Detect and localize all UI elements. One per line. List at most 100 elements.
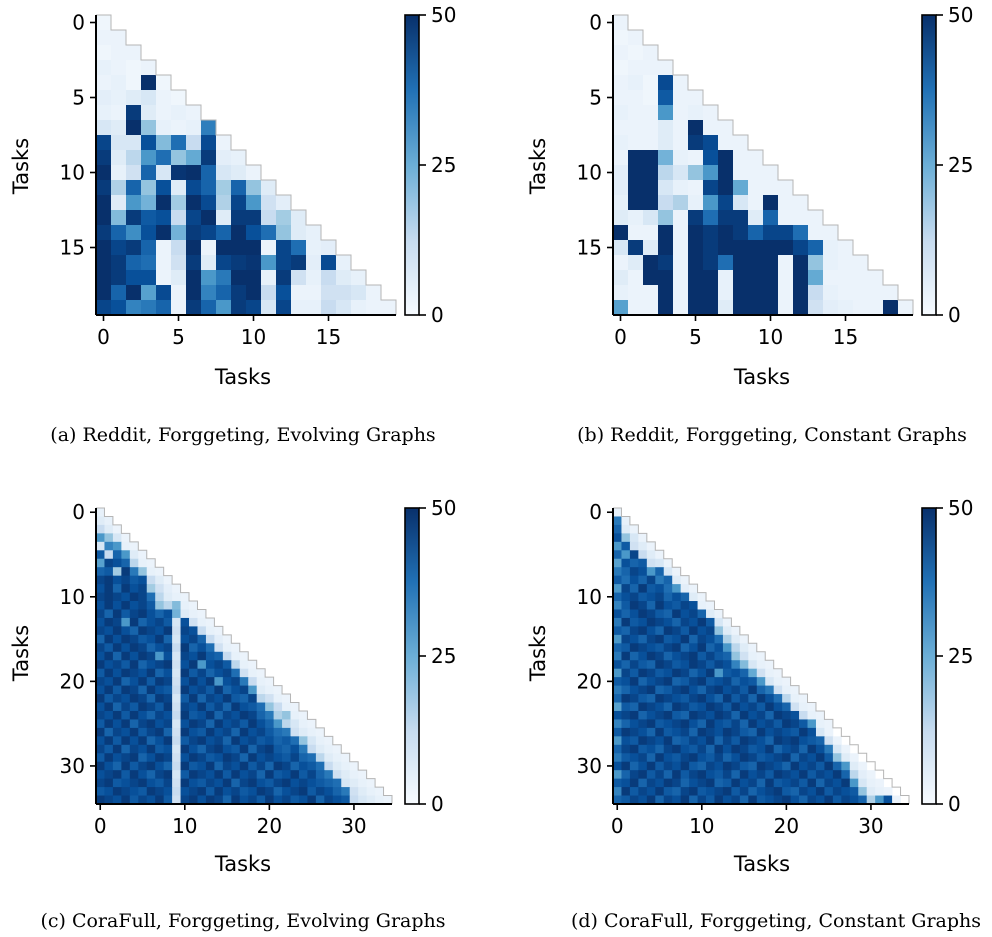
heatmap-cell [672,778,682,788]
panel-a-ylabel: Tasks [9,138,33,195]
colorbar-tick-label: 50 [431,496,456,520]
heatmap-cell [841,778,851,788]
heatmap-cell [815,795,825,805]
heatmap-cell [673,255,689,271]
heatmap-cell [111,225,127,241]
heatmap-cell [680,592,690,602]
heatmap-cell [146,651,156,661]
heatmap-cell [790,702,800,712]
heatmap-cell [672,668,682,678]
heatmap-cell [643,300,659,316]
heatmap-cell [613,651,622,661]
heatmap-cell [824,778,834,788]
heatmap-cell [222,668,232,678]
heatmap-cell [680,609,690,619]
heatmap-cell [832,761,842,771]
heatmap-cell [180,668,190,678]
heatmap-cell [706,643,715,653]
heatmap-cell [799,736,808,746]
heatmap-cell [104,719,114,729]
heatmap-cell [180,744,190,754]
heatmap-cell [628,165,644,181]
heatmap-cell [773,761,783,771]
heatmap-cell [807,753,817,763]
heatmap-cell [138,736,148,746]
heatmap-cell [808,240,824,256]
heatmap-cell [782,778,791,788]
heatmap-cell [205,626,215,636]
heatmap-cell [189,660,198,670]
x-tick-label: 30 [858,814,883,838]
heatmap-cell [672,753,682,763]
heatmap-cell [171,225,187,241]
heatmap-cell [629,660,639,670]
heatmap-cell [180,643,190,653]
heatmap-cell [731,677,741,686]
heatmap-cell [205,643,215,653]
heatmap-cell [638,795,648,805]
heatmap-cell [201,285,217,301]
heatmap-cell [782,795,791,805]
heatmap-cell [763,195,779,211]
heatmap-cell [366,795,376,805]
heatmap-cell [714,694,724,703]
heatmap-cell [680,710,690,720]
heatmap-cell [646,609,656,619]
heatmap-cell [714,736,724,746]
heatmap-cell [138,634,148,644]
heatmap-cell [96,508,105,517]
heatmap-cell [621,736,631,746]
heatmap-cell [807,770,817,780]
heatmap-cell [680,685,690,695]
heatmap-cell [315,761,325,771]
heatmap-cell [714,677,724,686]
heatmap-cell [282,787,291,796]
heatmap-cell [697,694,707,703]
heatmap-cell [773,787,783,796]
heatmap-cell [265,761,274,771]
heatmap-cell [858,795,868,805]
heatmap-cell [138,719,148,729]
heatmap-cell [739,778,749,788]
heatmap-cell [706,651,715,661]
heatmap-cell [273,770,283,780]
heatmap-cell [246,270,262,286]
heatmap-cell [261,300,277,316]
heatmap-cell [231,719,241,729]
heatmap-cell [112,677,122,686]
heatmap-cell [112,787,122,796]
heatmap-cell [714,753,724,763]
heatmap-cell [231,285,247,301]
heatmap-cell [613,105,629,121]
heatmap-cell [793,255,809,271]
heatmap-cell [673,165,689,181]
heatmap-cell [663,601,673,610]
heatmap-cell [643,120,659,136]
heatmap-cell [756,694,766,703]
heatmap-cell [126,255,142,271]
heatmap-cell [703,255,719,271]
heatmap-cell [778,255,794,271]
heatmap-cell [104,753,114,763]
heatmap-cell [706,660,715,670]
heatmap-cell [748,677,758,686]
heatmap-cell [366,787,376,796]
heatmap-cell [858,787,868,796]
heatmap-cell [638,533,648,543]
heatmap-cell [129,575,139,585]
heatmap-cell [629,677,639,686]
heatmap-cell [815,710,825,720]
heatmap-cell [782,787,791,796]
heatmap-cell [824,753,834,763]
heatmap-cell [381,300,397,316]
heatmap-cell [129,778,139,788]
heatmap-cell [689,787,698,796]
colorbar-tick-label: 25 [948,644,973,668]
heatmap-cell [673,225,689,241]
heatmap-cell [265,778,274,788]
heatmap-cell [655,744,665,754]
heatmap-cell [638,787,648,796]
heatmap-cell [172,626,181,636]
heatmap-cell [807,702,817,712]
